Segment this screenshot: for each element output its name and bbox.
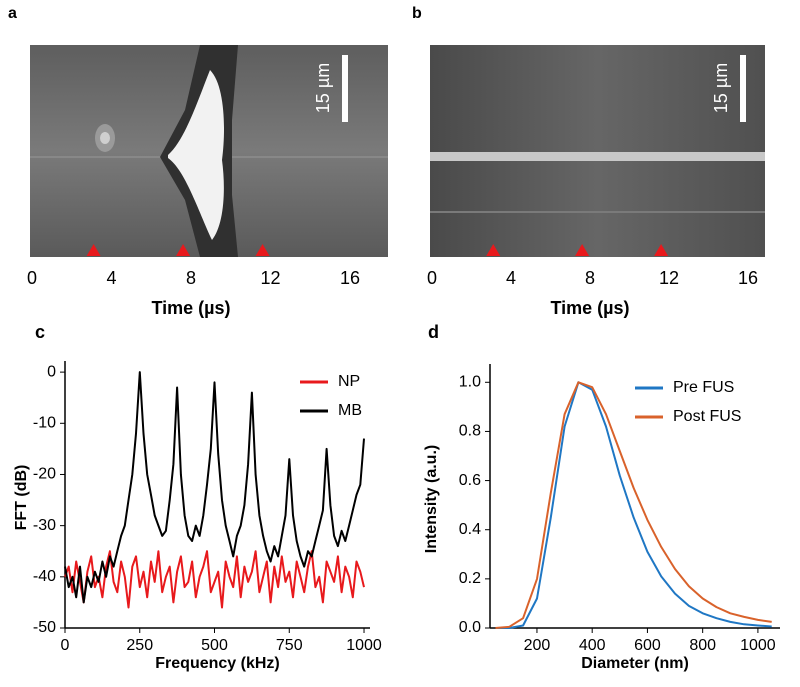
x-tick-label: 8 — [186, 268, 196, 288]
data-line — [495, 381, 772, 629]
time-marker — [176, 244, 191, 256]
x-tick-label: 800 — [689, 637, 716, 654]
data-line — [495, 381, 772, 629]
y-tick-label: -50 — [33, 619, 56, 636]
x-axis-label: Frequency (kHz) — [155, 655, 279, 672]
y-tick-label: 0.4 — [459, 521, 481, 538]
x-axis-label: Time (µs) — [550, 298, 629, 318]
data-line — [64, 371, 365, 604]
y-tick-label: 1.0 — [459, 374, 481, 391]
x-tick-label: 0 — [61, 637, 70, 654]
scale-bar — [740, 55, 746, 122]
scale-bar-label: 15 µm — [313, 63, 333, 113]
y-tick-label: -10 — [33, 415, 56, 432]
legend-label: Post FUS — [673, 408, 741, 425]
x-tick-label: 600 — [634, 637, 661, 654]
streak-image-b — [430, 45, 765, 257]
y-axis-label: FFT (dB) — [13, 465, 30, 531]
y-tick-label: -40 — [33, 568, 56, 585]
x-axis-label: Time (µs) — [151, 298, 230, 318]
time-marker — [575, 244, 590, 256]
x-tick-label: 8 — [585, 268, 595, 288]
panel-label: d — [428, 322, 439, 342]
data-line — [64, 550, 365, 609]
time-marker — [654, 244, 669, 256]
legend-label: NP — [338, 373, 360, 390]
x-tick-label: 12 — [260, 268, 280, 288]
y-tick-label: 0 — [47, 363, 56, 380]
y-axis-label: Intensity (a.u.) — [423, 445, 440, 553]
x-tick-label: 0 — [27, 268, 37, 288]
x-tick-label: 4 — [106, 268, 116, 288]
y-tick-label: -20 — [33, 466, 56, 483]
y-tick-label: 0.8 — [459, 423, 481, 440]
x-tick-label: 4 — [506, 268, 516, 288]
time-marker — [486, 244, 501, 256]
streak-image-a — [30, 45, 388, 257]
y-tick-label: 0.6 — [459, 472, 481, 489]
time-marker — [86, 244, 101, 256]
x-tick-label: 12 — [659, 268, 679, 288]
panel-label: c — [35, 322, 45, 342]
x-tick-label: 16 — [340, 268, 360, 288]
x-tick-label: 750 — [276, 637, 303, 654]
x-tick-label: 400 — [579, 637, 606, 654]
panel-label: a — [8, 5, 17, 22]
x-axis-label: Diameter (nm) — [581, 655, 689, 672]
legend-label: MB — [338, 402, 362, 419]
y-tick-label: -30 — [33, 517, 56, 534]
x-tick-label: 500 — [201, 637, 228, 654]
x-tick-label: 1000 — [740, 637, 776, 654]
x-tick-label: 0 — [427, 268, 437, 288]
x-tick-label: 16 — [738, 268, 758, 288]
scale-bar-label: 15 µm — [711, 63, 731, 113]
scale-bar — [342, 55, 348, 122]
x-tick-label: 250 — [126, 637, 153, 654]
panel-label: b — [412, 5, 422, 22]
y-tick-label: 0.2 — [459, 570, 481, 587]
y-tick-label: 0.0 — [459, 619, 481, 636]
legend-label: Pre FUS — [673, 379, 734, 396]
x-tick-label: 1000 — [346, 637, 382, 654]
time-marker — [255, 244, 270, 256]
x-tick-label: 200 — [524, 637, 551, 654]
